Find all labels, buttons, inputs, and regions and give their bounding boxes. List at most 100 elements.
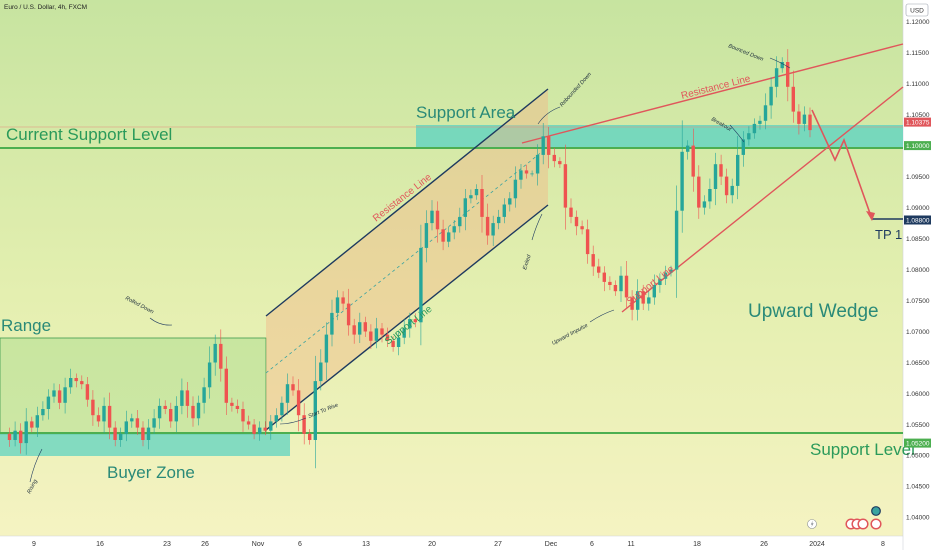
candle-body [797, 111, 801, 124]
wedge-support-line [621, 86, 904, 313]
time-tick-label: 9 [32, 541, 36, 548]
candle-body [602, 272, 606, 282]
candle-body [591, 254, 595, 267]
candle-body [458, 216, 462, 227]
candle-body [396, 337, 401, 347]
candle-body [485, 216, 490, 236]
time-tick-label: 27 [494, 541, 502, 548]
price-tick-label: 1.07000 [906, 329, 930, 336]
candle-body [608, 281, 612, 285]
candle-body [624, 275, 629, 298]
candle-body [80, 381, 84, 385]
candle-body [808, 114, 812, 131]
time-tick-label: 20 [428, 541, 436, 548]
candle-body [497, 216, 501, 224]
price-tick-label: 1.08000 [906, 267, 930, 274]
candle-body [691, 145, 695, 177]
projection-path [811, 109, 873, 220]
exited-arrow [531, 213, 543, 241]
candle-body [380, 328, 384, 335]
candle-body [363, 322, 367, 332]
candle-body [652, 285, 656, 298]
candle-body [130, 418, 134, 422]
candle-body [452, 226, 456, 233]
candle-body [585, 229, 590, 255]
candle-body [724, 176, 729, 196]
candle-body [291, 384, 295, 391]
candle-body [196, 402, 201, 419]
time-tick-label: 26 [760, 541, 768, 548]
price-tick-label: 1.07500 [906, 298, 930, 305]
dividend-event-icon[interactable] [871, 506, 881, 516]
candle-body [119, 433, 123, 440]
candle-body [358, 322, 362, 335]
candle-body [280, 402, 284, 416]
candle-body [224, 368, 228, 403]
time-tick-label: 2024 [809, 541, 825, 548]
time-axis-background [0, 536, 903, 550]
candle-body [419, 247, 423, 323]
candle-body [702, 201, 707, 208]
candle-body [552, 154, 556, 162]
candle-body [474, 189, 479, 196]
price-badge-label: 1.10000 [906, 143, 930, 150]
candle-body [636, 291, 640, 310]
price-tick-label: 1.12000 [906, 19, 930, 26]
candle-body [113, 427, 117, 440]
candle-body [519, 170, 523, 180]
candle-body [713, 164, 718, 189]
current-support-level-label: Current Support Level [6, 125, 172, 144]
tp1-label: TP 1 [875, 227, 902, 242]
candle-body [708, 189, 712, 202]
price-badge-label: 1.05200 [906, 440, 930, 447]
candle-body [530, 173, 534, 175]
bounced-down-arrow [769, 57, 791, 69]
candle-body [302, 415, 306, 434]
price-tick-label: 1.06000 [906, 391, 930, 398]
candle-body [763, 105, 768, 121]
candle-body [219, 343, 223, 369]
candle-body [207, 362, 212, 388]
candle-body [63, 387, 67, 403]
candle-body [57, 390, 62, 403]
candle-body [107, 405, 112, 428]
candle-body [469, 195, 473, 199]
candle-body [413, 319, 417, 323]
candle-body [157, 405, 162, 419]
support-level-label: Support Level [810, 440, 915, 459]
candle-body [424, 223, 429, 248]
candle-body [435, 210, 440, 230]
candle-body [535, 154, 540, 174]
time-axis: 9 16 23 26 Nov 6 13 20 27 Dec 6 11 18 26 2024 8 [32, 541, 885, 548]
candle-body [680, 151, 684, 211]
candle-body [258, 427, 262, 434]
candle-body [46, 396, 51, 409]
candle-body [96, 415, 101, 422]
candle-body [741, 139, 745, 155]
candle-body [780, 62, 784, 69]
news-event-icon[interactable] [857, 518, 869, 530]
candle-body [752, 123, 757, 134]
candle-body [91, 399, 95, 416]
candle-body [769, 86, 773, 106]
candle-body [246, 421, 251, 425]
candle-body [541, 136, 545, 155]
candle-body [163, 405, 167, 409]
candle-body [274, 415, 278, 422]
price-axis: 1.04000 1.04500 1.05000 1.05500 1.06000 1.065… [906, 19, 930, 522]
candle-body [597, 266, 601, 273]
earnings-event-icon[interactable] [870, 518, 882, 530]
candle-body [747, 133, 751, 140]
candle-body [191, 405, 195, 419]
currency-badge[interactable] [905, 3, 929, 17]
candle-body [402, 328, 406, 338]
candle-body [658, 278, 662, 285]
time-tick-label: 13 [362, 541, 370, 548]
candle-body [352, 325, 356, 335]
candle-body [569, 207, 573, 217]
candle-body [241, 409, 245, 422]
candle-body [30, 421, 34, 428]
candle-body [152, 418, 156, 428]
candle-body [802, 114, 807, 124]
